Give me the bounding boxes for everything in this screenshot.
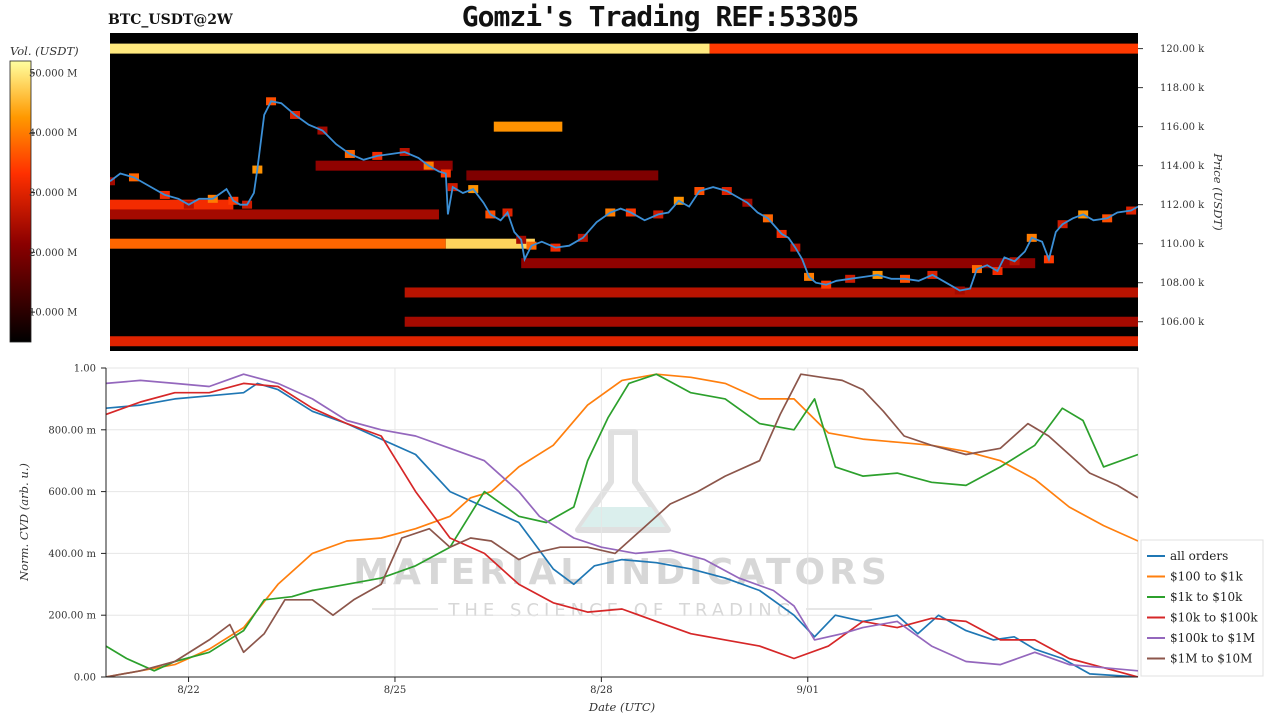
colorbar-tick-label: 20.000 M [29,248,77,259]
cvd-x-tick-label: 8/25 [384,685,406,696]
colorbar-label: Vol. (USDT) [10,44,79,58]
cvd-y-tick-label: 0.00 [74,673,96,684]
page-title: Gomzi's Trading REF:53305 [461,0,859,33]
heatmap-y-tick-label: 108.00 k [1160,278,1205,289]
liquidity-band [445,238,535,249]
legend-label: $10k to $100k [1170,611,1258,625]
liquidity-band [110,336,1138,347]
cvd-x-tick-label: 8/22 [177,685,199,696]
cvd-y-tick-label: 200.00 m [48,611,96,622]
liquidity-band [110,199,234,210]
heatmap-y-tick-label: 116.00 k [1160,122,1205,133]
liquidity-band [466,170,659,181]
cvd-x-tick-label: 9/01 [797,685,819,696]
heatmap-y-tick-label: 106.00 k [1160,317,1205,328]
price-line [110,100,1138,292]
liquidity-cell [110,177,115,186]
heatmap-y-axis-title: Price (USDT) [1211,152,1225,230]
heatmap-y-tick-label: 118.00 k [1160,83,1205,94]
cvd-y-tick-label: 1.00 [74,364,96,375]
liquidity-band [404,316,1138,327]
legend-label: all orders [1170,549,1228,563]
cvd-x-tick-label: 8/28 [590,685,612,696]
cvd-x-axis-title: Date (UTC) [588,700,655,714]
cvd-y-axis-title: Norm. CVD (arb. u.) [17,463,31,582]
colorbar-tick-label: 40.000 M [29,128,77,139]
liquidity-band [493,121,563,132]
heatmap-background [110,33,1138,351]
liquidity-band [110,43,710,54]
flask-icon [575,429,671,533]
legend-label: $1M to $10M [1170,652,1252,666]
liquidity-band [110,209,439,220]
heatmap-y-tick-label: 120.00 k [1160,44,1205,55]
liquidity-band [521,258,1036,269]
cvd-y-tick-label: 800.00 m [48,425,96,436]
cvd-panel: 0.00 200.00 m 400.00 m 600.00 m 800.00 m 1.00… [17,364,1139,714]
watermark: MATERIAL INDICATORS THE SCIENCE OF TRADI… [353,429,891,621]
legend-label: $100 to $1k [1170,570,1243,584]
liquidity-band [709,43,1138,54]
heatmap-panel: 106.00 k 108.00 k 110.00 k 112.00 k 114.00 k… [110,33,1225,351]
colorbar-tick-label: 10.000 M [29,308,77,319]
cvd-series-line [106,382,1138,677]
cvd-y-tick-label: 600.00 m [48,487,96,498]
cvd-series-line [106,373,1138,672]
cvd-series-line [106,382,1138,677]
chart-subtitle: BTC_USDT@2W [108,12,233,28]
colorbar: Vol. (USDT) 10.000 M 20.000 M 30.000 M 40.0… [9,44,79,343]
cvd-series-line [106,373,1138,672]
cvd-y-tick-label: 400.00 m [48,549,96,560]
liquidity-band [315,160,453,171]
legend-label: $100k to $1M [1170,631,1255,645]
cvd-series-line [106,373,1138,677]
cvd-series-line [106,373,1138,677]
legend-label: $1k to $10k [1170,590,1243,604]
colorbar-tick-label: 50.000 M [29,68,77,79]
heatmap-y-tick-label: 114.00 k [1160,161,1205,172]
legend-box [1140,539,1264,677]
heatmap-y-tick-label: 110.00 k [1160,239,1205,250]
watermark-brand: MATERIAL INDICATORS [353,552,891,593]
heatmap-y-tick-label: 112.00 k [1160,200,1205,211]
legend: all orders $100 to $1k $1k to $10k $10k to … [1140,539,1264,677]
colorbar-gradient [9,60,32,343]
liquidity-band [404,287,1138,298]
colorbar-tick-label: 30.000 M [29,188,77,199]
watermark-tagline: THE SCIENCE OF TRADING [447,600,795,621]
liquidity-band [110,238,446,249]
